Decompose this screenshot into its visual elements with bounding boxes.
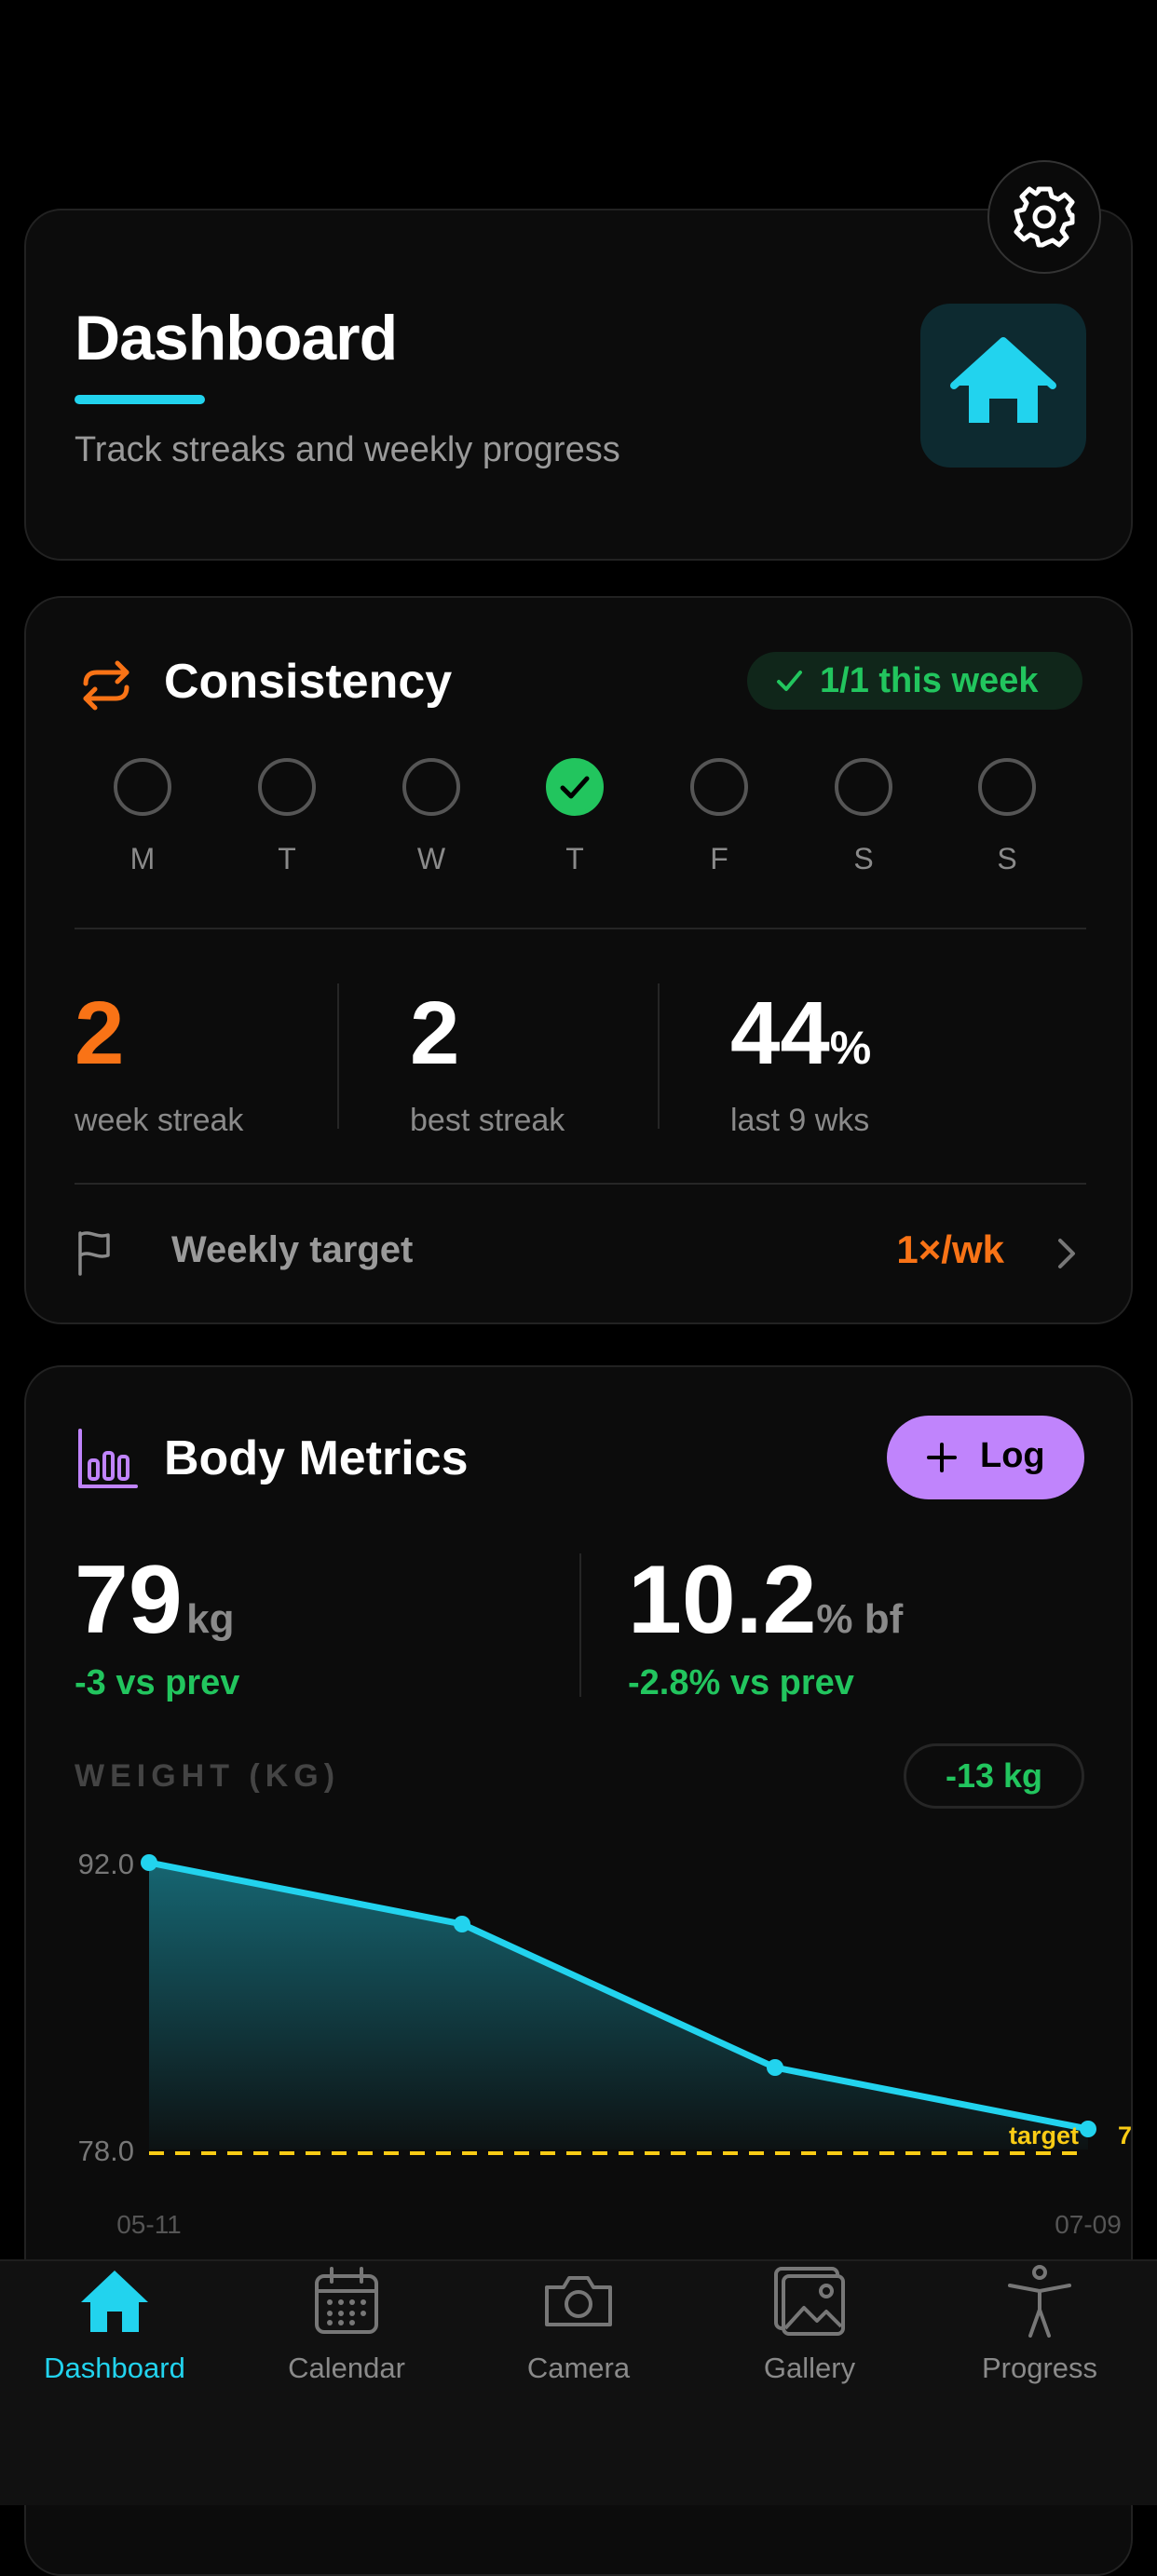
x-tick-label: 07-09 — [1055, 2210, 1122, 2239]
gallery-icon — [774, 2267, 845, 2336]
y-tick-label: 78.0 — [78, 2135, 134, 2167]
day-label-sun: S — [997, 842, 1017, 875]
weight-unit: kg — [186, 1596, 235, 1642]
nav-item-calendar[interactable]: Calendar — [235, 2263, 458, 2385]
home-icon — [950, 337, 1056, 423]
bottom-nav — [0, 2259, 1157, 2505]
nav-label-calendar: Calendar — [288, 2352, 405, 2384]
header-card: Dashboard Track streaks and weekly progr… — [24, 209, 1133, 561]
target-label: target — [1009, 2122, 1079, 2149]
week-badge-label: 1/1 this week — [820, 661, 1039, 700]
week-badge: 1/1 this week — [747, 652, 1082, 710]
check-icon — [777, 671, 802, 691]
nav-label-gallery: Gallery — [763, 2352, 856, 2384]
log-button[interactable]: Log — [887, 1416, 1084, 1499]
nav-label-progress: Progress — [981, 2352, 1098, 2384]
weight-point — [767, 2059, 783, 2076]
page-subtitle: Track streaks and weekly progress — [75, 430, 620, 469]
nav-item-dashboard[interactable]: Dashboard — [3, 2263, 226, 2385]
weekly-target-row[interactable]: Weekly target 1×/wk — [75, 1216, 1086, 1285]
flag-icon — [78, 1231, 110, 1276]
completion-pct-value: 44 — [730, 983, 830, 1083]
completion-pct: 44% — [730, 989, 871, 1078]
log-button-label: Log — [980, 1436, 1045, 1475]
completion-pct-label: last 9 wks — [730, 1103, 870, 1138]
calendar-icon — [315, 2267, 378, 2334]
home-tile[interactable] — [920, 304, 1086, 468]
body-metrics-title: Body Metrics — [164, 1431, 469, 1485]
weight-point — [141, 1854, 157, 1871]
week-streak-value: 2 — [75, 983, 125, 1083]
day-circle-thu-done[interactable] — [546, 758, 604, 816]
weight-change-value: -13 kg — [945, 1756, 1043, 1795]
nav-item-camera[interactable]: Camera — [467, 2263, 690, 2385]
weekly-target-label: Weekly target — [171, 1229, 414, 1270]
best-streak-value: 2 — [410, 983, 460, 1083]
nav-item-gallery[interactable]: Gallery — [698, 2263, 921, 2385]
day-label-mon: M — [129, 842, 156, 875]
nav-label-dashboard: Dashboard — [44, 2352, 185, 2384]
weekly-target-value: 1×/wk — [896, 1227, 1004, 1271]
stat-divider — [337, 983, 339, 1129]
gear-icon — [1014, 186, 1075, 248]
divider — [75, 928, 1086, 929]
day-label-fri: F — [710, 842, 728, 875]
day-label-tue: T — [278, 842, 296, 875]
settings-button[interactable] — [987, 160, 1101, 274]
home-icon — [81, 2271, 148, 2332]
day-circle-sat[interactable] — [835, 758, 892, 816]
weight-delta: -3 vs prev — [75, 1663, 240, 1702]
weight-section-label: WEIGHT (KG) — [75, 1758, 341, 1794]
bar-chart-icon — [78, 1429, 138, 1488]
weight-chart: 92.0 78.0 05-11 07-09 target 7 — [78, 1848, 1132, 2239]
bodyfat-unit: % bf — [816, 1596, 904, 1642]
person-icon — [1008, 2265, 1071, 2338]
day-circle-tue[interactable] — [258, 758, 316, 816]
title-underline — [75, 395, 205, 404]
target-value-label: 7 — [1118, 2122, 1132, 2149]
page-title: Dashboard — [75, 303, 398, 373]
camera-icon — [545, 2276, 612, 2326]
weight-point — [454, 1916, 470, 1932]
bodyfat-value: 10.2 — [628, 1546, 817, 1654]
best-streak-label: best streak — [410, 1103, 565, 1138]
day-circle-fri[interactable] — [690, 758, 748, 816]
divider — [75, 1183, 1086, 1185]
y-tick-label: 92.0 — [78, 1848, 134, 1880]
completion-pct-unit: % — [829, 1022, 872, 1074]
check-icon — [560, 776, 590, 799]
weight-line — [148, 1859, 1089, 2133]
day-label-wed: W — [416, 842, 446, 875]
week-streak-label: week streak — [75, 1103, 244, 1138]
weight-point — [1080, 2121, 1096, 2137]
weight-value: 79 — [75, 1546, 183, 1654]
chevron-right-icon — [1058, 1239, 1075, 1268]
day-circle-sun[interactable] — [978, 758, 1036, 816]
nav-item-progress[interactable]: Progress — [928, 2263, 1151, 2385]
bodyfat-readout: 10.2% bf — [628, 1552, 903, 1648]
plus-icon — [927, 1443, 957, 1472]
day-circle-mon[interactable] — [114, 758, 171, 816]
stat-divider — [658, 983, 660, 1129]
day-label-sat: S — [853, 842, 874, 875]
repeat-icon — [83, 660, 129, 711]
consistency-card: Consistency 1/1 this week M T W T F S S … — [24, 596, 1133, 1324]
x-tick-label: 05-11 — [116, 2210, 182, 2239]
weight-readout: 79 kg — [75, 1552, 235, 1648]
weight-area — [149, 1863, 1088, 2149]
weight-change-badge: -13 kg — [904, 1743, 1084, 1809]
nav-label-camera: Camera — [526, 2352, 631, 2384]
day-circle-wed[interactable] — [402, 758, 460, 816]
metric-divider — [579, 1553, 581, 1697]
consistency-title: Consistency — [164, 655, 453, 709]
bodyfat-delta: -2.8% vs prev — [628, 1663, 854, 1702]
day-label-thu: T — [565, 842, 584, 875]
